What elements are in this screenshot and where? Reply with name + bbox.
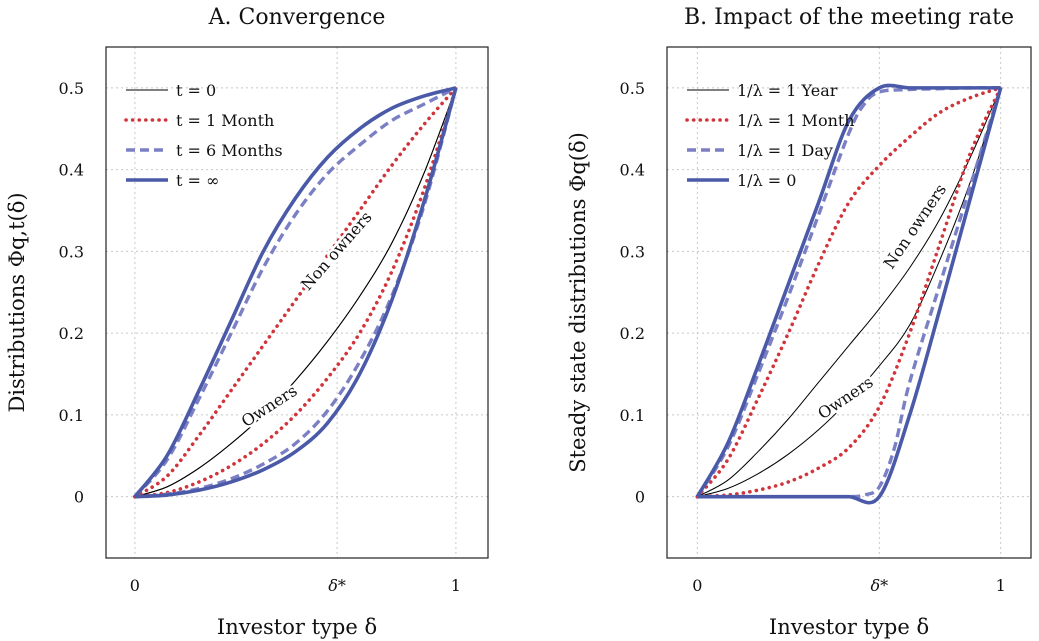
legend-label: t = 0 [176,81,216,100]
y-tick-label: 0 [635,488,645,507]
y-tick-label: 0.4 [59,161,84,180]
curves [133,86,458,499]
series-2-lower-line [695,86,1003,499]
x-tick-label: δ* [328,576,346,595]
legend: 1/λ = 1 Year 1/λ = 1 Month 1/λ = 1 Day 1/λ … [685,81,855,190]
legend-label: 1/λ = 1 Day [737,141,833,160]
curve-annotation-non-owners: Non owners [297,208,376,294]
legend-label: 1/λ = 1 Year [737,81,838,100]
legend-label: t = ∞ [176,171,219,190]
series-2-upper-line [133,86,458,499]
y-tick-label: 0.2 [59,324,84,343]
x-axis-label: Investor type δ [769,615,929,639]
series-1-lower-line [134,87,457,498]
x-tick-label: 0 [130,576,140,595]
curve-annotation-non-owners: Non owners [880,180,951,272]
x-tick-label: 1 [996,576,1006,595]
legend-label: 1/λ = 1 Month [737,111,855,130]
x-tick-label: 1 [451,576,461,595]
y-tick-label: 0.3 [59,242,84,261]
x-tick-label: 0 [692,576,702,595]
plot-frame [666,46,1032,559]
series-4-lower-line [697,87,1003,505]
y-tick-label: 0.2 [620,324,645,343]
series-4-upper-line [133,86,457,498]
legend-label: 1/λ = 0 [737,171,796,190]
y-tick-label: 0.4 [620,161,645,180]
y-axis-label: Steady state distributions Φq(δ) [566,132,590,473]
series-3-upper-line [133,86,457,498]
y-tick-label: 0.5 [620,79,645,98]
y-tick-label: 0.3 [620,242,645,261]
legend-label: t = 1 Month [176,111,274,130]
y-axis-label: Distributions Φq,t(δ) [5,192,29,412]
panel-title: A. Convergence [208,5,386,30]
panel-title: B. Impact of the meeting rate [684,5,1014,30]
series-1-lower-line [697,87,1002,498]
series-2-lower-line [133,86,458,499]
curve-annotation-owners: Owners [238,381,301,431]
series-4-upper-line [695,83,1001,498]
y-tick-label: 0.5 [59,79,84,98]
y-tick-label: 0 [74,488,84,507]
plot-frame [105,46,489,559]
y-tick-label: 0.1 [59,406,84,425]
legend-label: t = 6 Months [176,141,283,160]
x-tick-label: δ* [871,576,889,595]
series-4-lower-line [134,87,458,499]
legend: t = 0 t = 1 Month t = 6 Months t = ∞ [124,81,283,190]
panel-b-meeting-rate: Non owners Owners 0 δ* 1 0 0.1 0.2 0.3 0.4 0.5 B. I… [566,5,1032,639]
curve-annotation-owners: Owners [814,372,876,423]
panel-a-convergence: Non owners Owners 0 δ* 1 0 0.1 0.2 0.3 0.4 0.5 A. C… [5,5,489,639]
y-tick-label: 0.1 [620,406,645,425]
x-axis-label: Investor type δ [217,615,377,639]
curves [695,83,1003,505]
series-1-upper-line [697,87,1002,498]
series-2-upper-line [695,86,1003,499]
